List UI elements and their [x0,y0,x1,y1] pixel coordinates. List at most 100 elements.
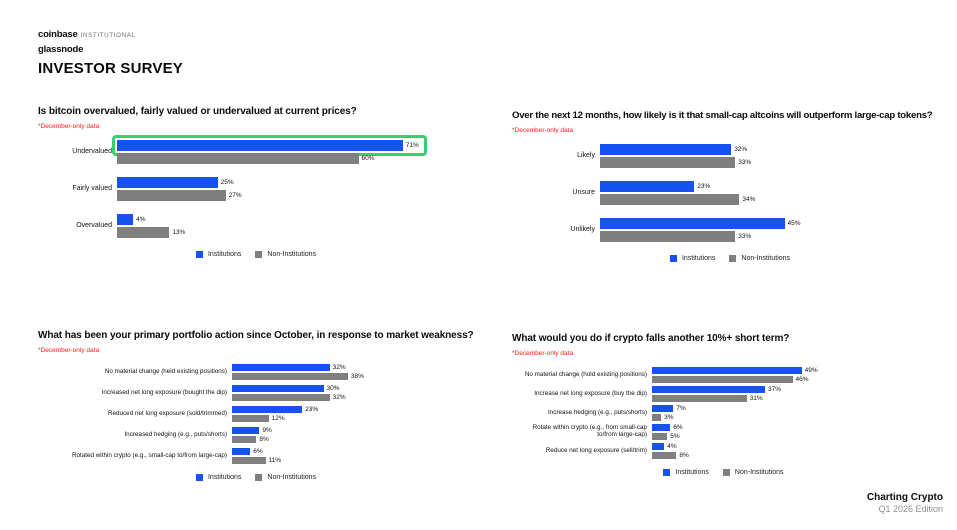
chart-row: Increased hedging (e.g., puts/shorts) 9% 8… [38,426,483,444]
bar-value-label: 34% [742,196,756,203]
bar-group: 45% 33% [600,217,805,243]
legend-swatch-non-institutions-icon [729,255,737,262]
chart-legend: Institutions Non-Institutions [38,251,483,258]
category-label: Increased net long exposure (bought the … [101,388,227,396]
bar-non-institutions [232,436,257,443]
bar-group: 23% 12% [232,405,354,423]
bar-institutions [652,405,674,412]
chart-title: Over the next 12 months, how likely is i… [512,110,933,121]
category-label: Likely [577,152,595,160]
bar-value-label: 3% [664,414,674,421]
bar-group: 7% 3% [652,404,820,422]
bar-non-institutions [652,433,668,440]
bar-value-label: 37% [768,386,782,393]
bar-non-institutions [232,457,266,464]
bar-value-label: 33% [738,159,752,166]
bar-value-label: 25% [220,179,234,186]
chart-row: Rotate within crypto (e.g., from small-c… [512,423,944,441]
category-label: Fairly valued [72,185,112,193]
legend-swatch-non-institutions-icon [722,469,730,476]
bar-non-institutions [232,373,348,380]
bar-institutions [232,385,324,392]
institutional-label: INSTITUTIONAL [80,32,136,39]
category-label: No material change (held existing positi… [104,367,227,375]
bar-institutions [652,424,671,431]
footer-title: Charting Crypto [866,492,943,503]
bar-line: 5% [652,432,820,441]
bar-value-label: 8% [679,452,689,459]
chart-title: What would you do if crypto falls anothe… [512,333,790,344]
bar-group: 32% 33% [600,143,805,169]
bar-group: 32% 38% [232,363,364,381]
chart-plot-area: No material change (hold existing positi… [512,366,944,460]
bar-line: 31% [652,394,820,403]
legend-label-non-institutions: Non-Institutions [267,474,317,481]
bar-value-label: 23% [305,406,319,413]
bar-group: 49% 46% [652,366,820,384]
chart-row: Increased net long exposure (bought the … [38,384,483,402]
bar-value-label: 46% [795,376,809,383]
chart-crypto-falls-response: What would you do if crypto falls anothe… [512,333,944,476]
legend-label-institutions: Institutions [207,474,242,481]
chart-row: Likely 32% 33% [512,143,957,169]
legend-swatch-non-institutions-icon [255,251,263,258]
bar-line: 71% [112,135,439,156]
chart-legend: Institutions Non-Institutions [512,469,944,476]
bar-group: 6% 5% [652,423,820,441]
bar-value-label: 6% [253,448,263,455]
chart-footnote: *December-only data [512,127,574,134]
bar-non-institutions [117,153,359,164]
bar-value-label: 7% [676,405,686,412]
bar-line: 37% [652,385,820,394]
coinbase-wordmark: coinbase [38,29,78,40]
bar-value-label: 27% [228,192,242,199]
bar-institutions [652,443,665,450]
page-title: INVESTOR SURVEY [38,60,183,77]
chart-row: No material change (held existing positi… [38,363,483,381]
bar-non-institutions [232,415,269,422]
legend-label-institutions: Institutions [207,251,242,258]
bar-line: 46% [652,375,820,384]
bar-line: 12% [232,414,354,423]
category-label: Rotate within crypto (e.g., from small-c… [532,424,647,438]
bar-value-label: 33% [738,233,752,240]
bar-non-institutions [600,157,736,168]
category-label: Rotated within crypto (e.g., small-cap t… [71,451,227,459]
legend-label-non-institutions: Non-Institutions [267,251,317,258]
bar-line: 49% [652,366,820,375]
bar-non-institutions [117,190,226,201]
bar-value-label: 30% [326,385,340,392]
bar-line: 60% [117,152,439,165]
bar-value-label: 60% [361,155,375,162]
bar-non-institutions [600,231,736,242]
bar-non-institutions [652,452,677,459]
bar-value-label: 9% [262,427,272,434]
bar-value-label: 32% [332,394,346,401]
chart-bitcoin-valuation: Is bitcoin overvalued, fairly valued or … [38,106,483,258]
bar-value-label: 32% [332,364,346,371]
chart-row: Reduce net long exposure (sell/trim) 4% 8% [512,442,944,460]
bar-group: 4% 13% [117,213,439,239]
chart-plot-area: Undervalued 71% 60% Fairly valued 25% 27% Over… [38,135,483,239]
legend-swatch-institutions-icon [195,474,203,481]
chart-plot-area: No material change (held existing positi… [38,363,483,465]
bar-line: 34% [600,193,805,206]
chart-footnote: *December-only data [38,123,100,130]
category-label: No material change (hold existing positi… [524,370,647,378]
bar-institutions [600,218,785,229]
legend-swatch-institutions-icon [195,251,203,258]
bar-group: 37% 31% [652,385,820,403]
bar-institutions [652,386,766,393]
chart-footnote: *December-only data [512,350,574,357]
bar-group: 71% 60% [112,135,439,165]
chart-title: Is bitcoin overvalued, fairly valued or … [38,106,357,117]
bar-value-label: 49% [804,367,818,374]
chart-row: Unsure 23% 34% [512,180,957,206]
bar-value-label: 45% [787,220,801,227]
bar-line: 8% [652,451,820,460]
bar-value-label: 4% [136,216,146,223]
chart-row: Unlikely 45% 33% [512,217,957,243]
bar-institutions [117,214,134,225]
bar-group: 23% 34% [600,180,805,206]
legend-label-institutions: Institutions [681,255,716,262]
